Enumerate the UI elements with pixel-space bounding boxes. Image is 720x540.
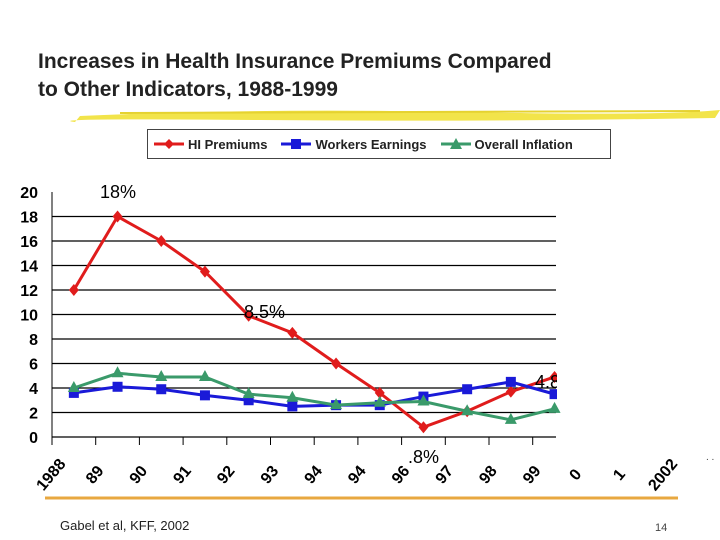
square-marker xyxy=(68,387,79,398)
y-tick-label: 12 xyxy=(20,283,38,300)
x-tick-label: 1 xyxy=(610,466,629,484)
triangle-marker xyxy=(373,395,386,407)
x-tick-label: 99 xyxy=(520,463,545,488)
legend-label: HI Premiums xyxy=(188,136,268,152)
series-line-1 xyxy=(73,380,555,408)
x-tick-label: 89 xyxy=(83,463,108,488)
data-annotation: 8.5% xyxy=(244,302,285,322)
triangle-marker xyxy=(417,394,430,406)
square-marker xyxy=(462,384,473,395)
y-tick-label: 8 xyxy=(29,332,38,349)
triangle-marker xyxy=(242,387,255,399)
diamond-marker xyxy=(68,284,79,296)
diamond-marker xyxy=(374,386,385,399)
diamond-marker xyxy=(287,326,298,339)
y-tick-label: 16 xyxy=(20,234,38,251)
y-tick-label: 6 xyxy=(29,357,38,374)
legend-item-inflation: Overall Inflation xyxy=(440,136,573,152)
x-tick-label: 94 xyxy=(302,463,327,488)
title-underline-brush xyxy=(70,110,720,122)
x-tick-label: 98 xyxy=(476,463,501,488)
triangle-marker xyxy=(504,412,517,424)
legend-item-workers: Workers Earnings xyxy=(281,136,427,152)
x-tick-label: 2002 xyxy=(645,456,681,494)
triangle-marker xyxy=(111,366,124,378)
x-tick-label: 91 xyxy=(170,463,195,488)
square-marker xyxy=(243,395,254,406)
triangle-marker xyxy=(286,390,299,402)
square-marker xyxy=(112,381,123,392)
title-line-1: Increases in Health Insurance Premiums C… xyxy=(38,50,552,73)
diamond-marker xyxy=(243,309,254,322)
x-tick-label: 1988 xyxy=(34,456,70,494)
series-line-0 xyxy=(72,214,556,429)
square-marker xyxy=(199,390,210,401)
trailing-marker: . . xyxy=(706,452,715,463)
legend-label: Workers Earnings xyxy=(315,136,427,152)
diamond-marker xyxy=(156,235,167,247)
slide-title: Increases in Health Insurance Premiums C… xyxy=(38,48,552,104)
x-tick-label: 0 xyxy=(567,466,586,484)
data-annotation: 18% xyxy=(100,182,136,202)
data-annotation: 4.8 xyxy=(535,372,560,392)
y-tick-label: 2 xyxy=(29,406,38,423)
square-marker-icon xyxy=(281,139,312,149)
diamond-marker xyxy=(112,210,123,223)
x-tick-label: 93 xyxy=(258,463,283,488)
series-line-2 xyxy=(73,371,555,422)
data-annotation: .8% xyxy=(408,447,439,467)
triangle-marker xyxy=(548,401,561,413)
square-marker xyxy=(156,384,167,395)
title-line-2: to Other Indicators, 1988-1999 xyxy=(38,78,338,101)
source-citation: Gabel et al, KFF, 2002 xyxy=(60,518,190,533)
square-marker xyxy=(287,401,298,412)
triangle-marker xyxy=(330,398,343,410)
triangle-marker xyxy=(155,369,168,381)
x-tick-label: 94 xyxy=(345,463,370,488)
y-tick-label: 4 xyxy=(29,381,38,398)
plot-clip-mask xyxy=(557,360,720,400)
triangle-marker xyxy=(461,404,474,416)
diamond-marker-icon xyxy=(154,139,184,149)
x-tick-label: 90 xyxy=(127,463,152,488)
chart-legend: HI Premiums Workers Earnings Overall Inf… xyxy=(147,129,611,159)
y-tick-label: 18 xyxy=(20,210,38,227)
square-marker xyxy=(549,389,560,400)
y-tick-label: 10 xyxy=(20,308,38,325)
legend-label: Overall Inflation xyxy=(474,136,573,152)
diamond-marker xyxy=(418,421,429,434)
y-tick-label: 14 xyxy=(20,259,38,276)
legend-item-hi: HI Premiums xyxy=(154,137,267,152)
x-tick-label: 92 xyxy=(214,463,239,488)
y-tick-label: 20 xyxy=(20,185,38,202)
diamond-marker xyxy=(505,385,516,398)
square-marker xyxy=(505,376,516,387)
triangle-marker xyxy=(67,381,80,392)
triangle-marker xyxy=(198,369,211,381)
triangle-marker-icon xyxy=(440,138,471,149)
y-tick-label: 0 xyxy=(29,430,38,447)
diamond-marker xyxy=(199,265,210,278)
page-number: 14 xyxy=(655,522,668,534)
diamond-marker xyxy=(331,357,342,370)
